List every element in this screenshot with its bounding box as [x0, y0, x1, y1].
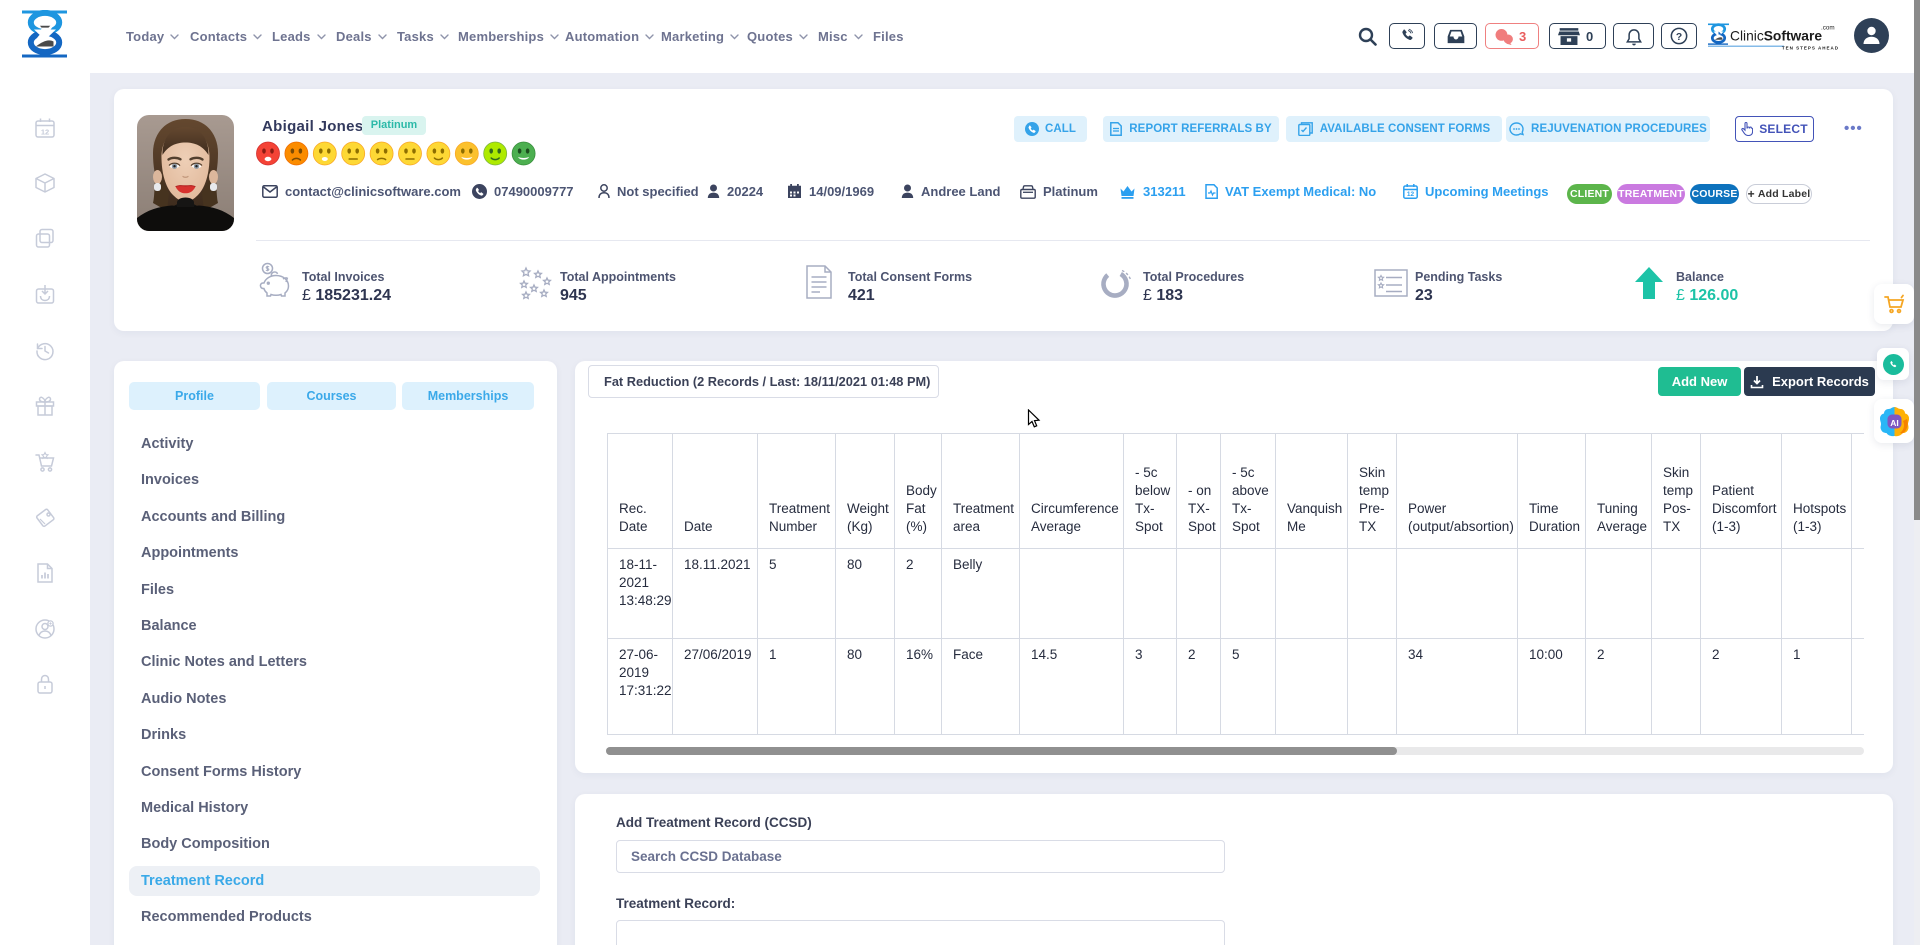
svg-text:12: 12	[1407, 191, 1415, 198]
svg-text:12: 12	[41, 128, 49, 137]
svg-text:?: ?	[1676, 32, 1682, 43]
svg-text:TEN STEPS AHEAD: TEN STEPS AHEAD	[1782, 45, 1839, 50]
svg-text:.com: .com	[1821, 25, 1835, 32]
svg-text:ClinicSoftware: ClinicSoftware	[1730, 29, 1822, 44]
svg-text:AI: AI	[1890, 418, 1899, 428]
